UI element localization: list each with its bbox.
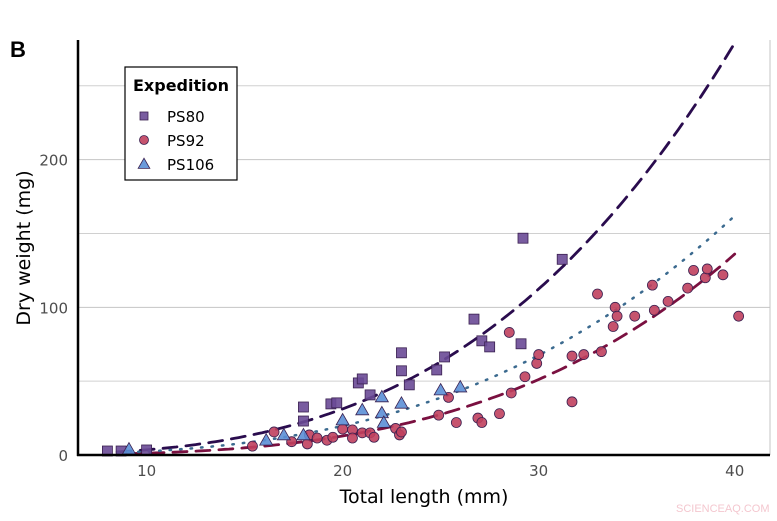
point-ps92 bbox=[682, 282, 694, 294]
point-ps92 bbox=[396, 426, 407, 438]
point-ps92 bbox=[533, 349, 545, 360]
point-ps92 bbox=[596, 346, 607, 358]
point-ps92 bbox=[699, 272, 711, 284]
legend-label-ps92: PS92 bbox=[167, 132, 205, 150]
point-ps92 bbox=[566, 396, 578, 408]
legend-label-ps106: PS106 bbox=[167, 156, 214, 174]
point-ps92 bbox=[311, 432, 323, 444]
point-ps106 bbox=[394, 396, 409, 409]
legend-title: Expedition bbox=[133, 76, 229, 95]
y-tick-label: 200 bbox=[39, 152, 68, 170]
point-ps80 bbox=[431, 364, 443, 376]
point-ps80 bbox=[515, 338, 527, 350]
trend-line-ps106 bbox=[115, 212, 738, 455]
point-ps92 bbox=[450, 417, 462, 428]
point-ps106 bbox=[433, 382, 448, 396]
point-ps92 bbox=[327, 431, 339, 443]
legend: Expedition PS80 PS92 PS106 bbox=[124, 66, 238, 181]
point-ps92 bbox=[505, 387, 517, 399]
point-ps80 bbox=[396, 347, 407, 359]
point-ps80 bbox=[476, 335, 488, 347]
point-ps92 bbox=[247, 440, 258, 452]
legend-marker-ps80 bbox=[139, 111, 149, 121]
point-ps106 bbox=[259, 432, 274, 446]
point-ps92 bbox=[519, 371, 531, 383]
point-ps92 bbox=[607, 321, 619, 332]
point-ps106 bbox=[376, 415, 392, 428]
point-ps92 bbox=[531, 358, 543, 369]
point-ps106 bbox=[355, 402, 370, 416]
x-axis-label: Total length (mm) bbox=[339, 486, 509, 508]
point-ps92 bbox=[629, 310, 641, 322]
point-ps80 bbox=[439, 351, 450, 363]
point-ps92 bbox=[733, 310, 745, 322]
point-ps92 bbox=[592, 288, 603, 300]
point-ps106 bbox=[276, 427, 292, 441]
x-tick-label: 30 bbox=[529, 462, 548, 480]
point-ps80 bbox=[517, 232, 529, 244]
point-ps80 bbox=[364, 389, 376, 401]
point-ps92 bbox=[433, 409, 445, 421]
point-ps92 bbox=[476, 417, 488, 428]
point-ps80 bbox=[298, 401, 309, 413]
point-ps80 bbox=[298, 415, 309, 427]
watermark: SCIENCEAQ.COM bbox=[676, 503, 770, 515]
point-ps106 bbox=[374, 389, 390, 403]
point-ps92 bbox=[701, 263, 713, 275]
point-ps92 bbox=[662, 296, 674, 307]
point-ps80 bbox=[141, 444, 153, 456]
axes: 0 100 200 10 20 30 40 bbox=[39, 40, 770, 480]
point-ps92 bbox=[368, 431, 380, 443]
point-ps92 bbox=[611, 310, 623, 322]
point-ps106 bbox=[335, 412, 350, 426]
point-ps92 bbox=[503, 327, 515, 338]
point-ps92 bbox=[648, 304, 660, 316]
x-tick-label: 10 bbox=[137, 462, 156, 480]
data-points bbox=[102, 232, 745, 457]
legend-marker-ps106 bbox=[137, 157, 151, 169]
point-ps92 bbox=[268, 426, 280, 438]
point-ps80 bbox=[468, 313, 480, 325]
point-ps92 bbox=[494, 408, 505, 420]
point-ps80 bbox=[484, 341, 496, 353]
point-ps92 bbox=[646, 279, 658, 291]
trend-line-ps92 bbox=[125, 252, 737, 456]
trend-lines bbox=[115, 44, 738, 456]
point-ps92 bbox=[609, 301, 621, 313]
legend-label-ps80: PS80 bbox=[167, 108, 205, 126]
point-ps92 bbox=[566, 350, 578, 362]
trend-line-ps80 bbox=[115, 44, 735, 454]
y-tick-label: 100 bbox=[39, 299, 68, 317]
y-axis-label: Dry weight (mg) bbox=[13, 170, 35, 325]
point-ps106 bbox=[453, 379, 468, 393]
point-ps80 bbox=[403, 379, 415, 391]
point-ps80 bbox=[556, 253, 568, 265]
point-ps80 bbox=[396, 365, 407, 377]
point-ps92 bbox=[688, 264, 699, 276]
y-tick-label: 0 bbox=[58, 447, 68, 465]
x-tick-label: 20 bbox=[333, 462, 352, 480]
point-ps80 bbox=[356, 373, 368, 385]
x-tick-label: 40 bbox=[725, 462, 744, 480]
legend-marker-ps92 bbox=[139, 135, 149, 145]
point-ps80 bbox=[331, 397, 343, 409]
point-ps92 bbox=[717, 269, 729, 281]
point-ps106 bbox=[296, 427, 311, 441]
point-ps92 bbox=[337, 423, 349, 435]
point-ps92 bbox=[301, 438, 313, 450]
point-ps106 bbox=[374, 405, 390, 419]
panel-label: B bbox=[10, 37, 26, 62]
point-ps92 bbox=[578, 349, 590, 360]
point-ps92 bbox=[347, 432, 358, 444]
